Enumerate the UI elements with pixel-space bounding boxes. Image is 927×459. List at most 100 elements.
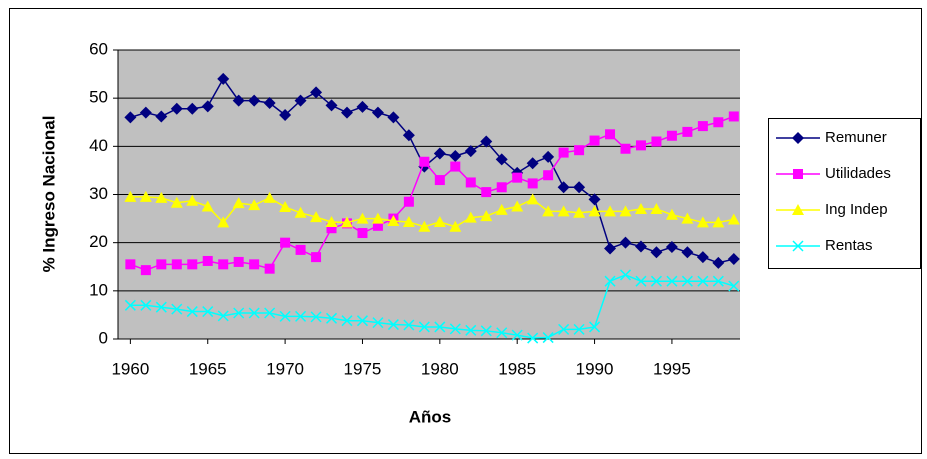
marker xyxy=(712,275,724,287)
marker xyxy=(604,242,617,255)
marker xyxy=(727,253,740,266)
marker xyxy=(480,135,493,148)
marker xyxy=(573,181,586,194)
marker xyxy=(171,259,182,270)
marker xyxy=(665,208,678,220)
marker xyxy=(434,175,445,186)
marker xyxy=(557,181,570,194)
marker xyxy=(558,147,569,158)
marker xyxy=(712,256,725,269)
marker xyxy=(665,241,678,254)
marker xyxy=(340,216,353,228)
marker xyxy=(218,259,229,270)
marker xyxy=(419,156,430,167)
marker xyxy=(634,240,647,253)
y-tick-label: 60 xyxy=(89,39,108,58)
y-tick-label: 20 xyxy=(89,232,108,251)
marker xyxy=(619,236,632,249)
marker xyxy=(155,110,168,123)
marker xyxy=(620,143,631,154)
marker xyxy=(186,194,199,206)
marker xyxy=(604,275,616,287)
marker xyxy=(232,197,245,209)
marker xyxy=(217,72,230,85)
marker xyxy=(124,111,137,124)
marker xyxy=(542,150,555,163)
marker xyxy=(171,303,183,315)
y-tick-label: 30 xyxy=(89,184,108,203)
marker xyxy=(527,332,539,344)
marker xyxy=(495,153,508,166)
marker xyxy=(792,240,804,252)
marker xyxy=(542,205,555,217)
marker xyxy=(465,324,477,336)
marker xyxy=(311,252,322,263)
marker xyxy=(697,275,709,287)
legend-label: Rentas xyxy=(825,237,873,254)
marker xyxy=(793,169,803,179)
marker xyxy=(527,178,538,189)
marker xyxy=(202,306,214,318)
x-tick-label: 1980 xyxy=(421,359,459,378)
marker xyxy=(619,205,632,217)
marker xyxy=(233,256,244,267)
legend-label: Utilidades xyxy=(825,165,891,182)
marker xyxy=(217,216,230,228)
marker xyxy=(682,126,693,137)
marker xyxy=(574,145,585,156)
marker xyxy=(712,216,725,228)
marker xyxy=(650,246,663,259)
marker xyxy=(356,315,368,327)
marker xyxy=(341,315,353,327)
marker xyxy=(727,213,740,225)
marker xyxy=(310,86,323,99)
marker xyxy=(295,310,307,322)
x-tick-label: 1965 xyxy=(189,359,227,378)
marker xyxy=(605,129,616,140)
marker xyxy=(155,191,168,203)
marker xyxy=(233,307,245,319)
marker xyxy=(387,319,399,331)
marker xyxy=(248,307,260,319)
series-line xyxy=(130,115,735,271)
marker xyxy=(170,102,183,115)
marker xyxy=(371,106,384,119)
marker xyxy=(558,323,570,335)
marker xyxy=(263,191,276,203)
marker xyxy=(650,275,662,287)
marker xyxy=(573,323,585,335)
marker xyxy=(635,275,647,287)
marker xyxy=(340,106,353,119)
legend-label: Remuner xyxy=(825,129,887,146)
marker xyxy=(464,211,477,223)
marker xyxy=(325,312,338,324)
marker xyxy=(666,130,677,141)
marker xyxy=(201,100,214,113)
y-tick-label: 40 xyxy=(89,136,108,155)
marker xyxy=(728,111,739,122)
marker xyxy=(279,109,292,122)
marker xyxy=(264,263,275,274)
marker xyxy=(232,94,245,107)
marker xyxy=(140,265,151,276)
marker xyxy=(496,182,507,193)
marker xyxy=(728,280,740,292)
marker xyxy=(186,306,198,318)
marker xyxy=(434,321,446,333)
marker xyxy=(681,212,694,224)
marker xyxy=(280,237,291,248)
marker xyxy=(512,172,523,183)
marker xyxy=(418,220,431,232)
marker xyxy=(511,329,523,341)
marker xyxy=(666,275,678,287)
marker xyxy=(681,275,693,287)
marker xyxy=(187,259,198,270)
marker xyxy=(557,205,570,217)
marker xyxy=(124,299,136,311)
marker xyxy=(248,94,261,107)
marker xyxy=(371,212,384,224)
marker xyxy=(140,299,152,311)
marker xyxy=(279,201,292,213)
marker xyxy=(295,244,306,255)
